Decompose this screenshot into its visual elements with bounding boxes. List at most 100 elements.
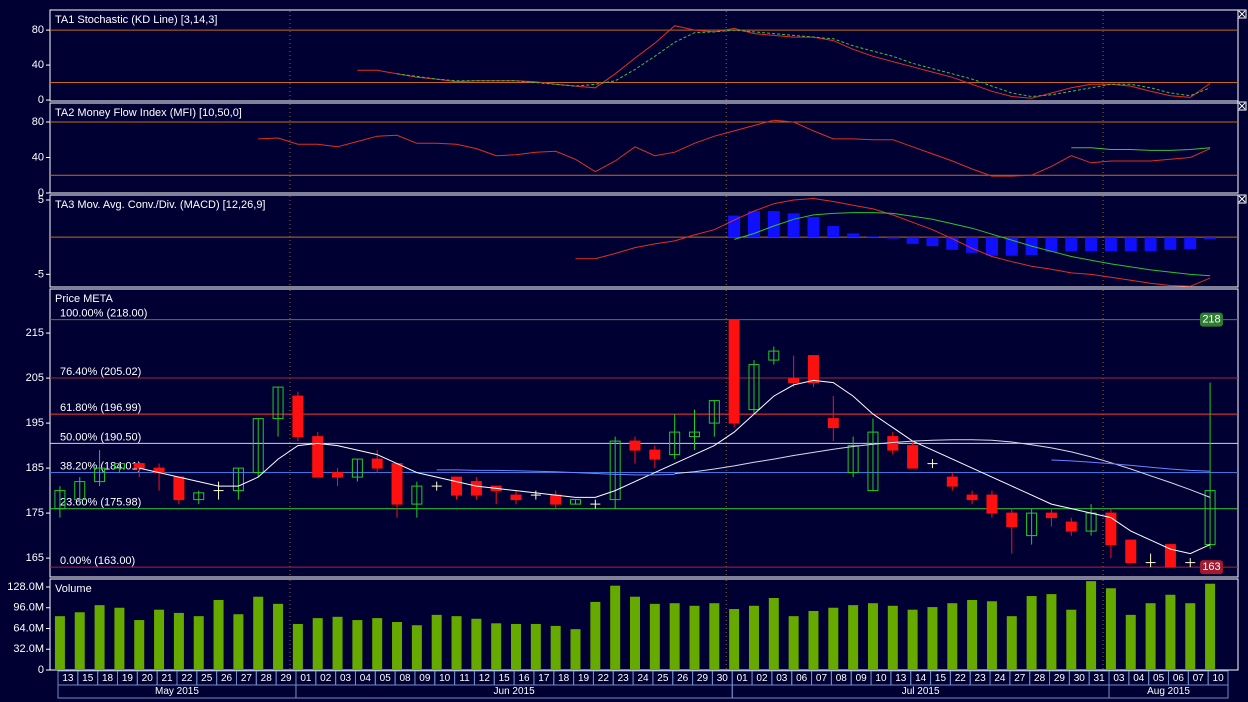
y-tick-label: 215	[26, 327, 44, 339]
x-tick-label: 30	[717, 673, 729, 684]
volume-bar	[967, 599, 978, 670]
candle-body	[1105, 512, 1117, 546]
x-tick-label: 07	[816, 673, 828, 684]
candle-body	[1164, 544, 1176, 568]
candle-body	[332, 472, 344, 478]
candle-body	[1026, 512, 1038, 537]
volume-bar	[867, 603, 878, 670]
candle-body	[133, 463, 145, 469]
x-tick-label: 25	[201, 673, 213, 684]
candle-body	[649, 449, 661, 460]
volume-bar	[74, 612, 85, 670]
histogram-bar	[1144, 237, 1157, 252]
x-tick-label: 10	[875, 673, 887, 684]
series-line	[396, 29, 1211, 98]
volume-bar	[114, 607, 125, 670]
candle-body	[351, 458, 363, 478]
volume-bar	[768, 598, 779, 670]
series-line	[674, 439, 1211, 498]
month-label: May 2015	[155, 686, 199, 697]
y-tick-label: 185	[26, 462, 44, 474]
x-tick-label: 03	[776, 673, 788, 684]
close-button[interactable]	[1237, 194, 1247, 204]
series-line	[139, 379, 1211, 555]
y-tick-label: 32.0M	[13, 643, 44, 655]
series-line	[436, 459, 1211, 476]
x-tick-label: 24	[637, 673, 649, 684]
candle-body	[74, 481, 86, 501]
x-tick-label: 12	[479, 673, 491, 684]
x-tick-label: 05	[380, 673, 392, 684]
volume-bar	[1125, 614, 1136, 670]
volume-bar	[530, 623, 541, 670]
candle-body	[788, 377, 800, 384]
volume-bar	[1066, 609, 1077, 670]
candle-body	[986, 494, 998, 514]
histogram-bar	[1204, 237, 1217, 240]
x-tick-label: 20	[142, 673, 154, 684]
volume-bar	[312, 618, 323, 670]
volume-bar	[570, 629, 581, 670]
candle-body	[966, 494, 978, 501]
x-tick-label: 19	[122, 673, 134, 684]
volume-bar	[1145, 603, 1156, 670]
month-cell	[1108, 684, 1229, 699]
candle-body	[728, 319, 740, 424]
fib-label: 23.60% (175.98)	[60, 497, 141, 509]
candle-body	[1045, 512, 1057, 519]
x-tick-label: 23	[618, 673, 630, 684]
x-tick-label: 01	[300, 673, 312, 684]
close-button[interactable]	[1237, 101, 1247, 111]
x-tick-label: 14	[915, 673, 927, 684]
x-tick-label: 21	[162, 673, 174, 684]
volume-bar	[630, 596, 640, 670]
volume-bar	[431, 614, 442, 670]
y-tick-label: 175	[26, 507, 44, 519]
candle-body	[1065, 521, 1077, 532]
candle-body	[312, 436, 324, 478]
volume-bar	[332, 616, 343, 670]
histogram-bar	[886, 237, 899, 239]
volume-bar	[451, 616, 462, 670]
volume-bar	[828, 607, 839, 670]
candle-body	[708, 400, 720, 424]
volume-bar	[511, 623, 522, 670]
volume-bar	[748, 605, 759, 670]
volume-bar	[233, 614, 244, 670]
x-tick-label: 22	[181, 673, 193, 684]
close-button[interactable]	[1237, 9, 1247, 19]
volume-bar	[253, 596, 264, 670]
volume-bar	[729, 609, 740, 670]
series-line	[575, 197, 1211, 287]
candle-body	[609, 440, 621, 501]
candle-body	[807, 355, 819, 384]
x-tick-label: 13	[895, 673, 907, 684]
x-tick-label: 24	[994, 673, 1006, 684]
y-tick-label: 0	[38, 664, 44, 676]
x-tick-label: 03	[1113, 673, 1125, 684]
candle-body	[907, 445, 919, 469]
pane-title: Volume	[55, 583, 92, 595]
y-tick-label: 80	[32, 24, 44, 36]
candle-body	[1006, 512, 1018, 528]
candle-body	[946, 476, 958, 487]
volume-bar	[491, 623, 502, 670]
histogram-bar	[966, 237, 979, 253]
volume-bar	[273, 603, 284, 670]
x-tick-label: 04	[360, 673, 372, 684]
volume-bar	[709, 603, 720, 670]
candle-body	[272, 386, 284, 420]
x-tick-label: 10	[439, 673, 451, 684]
x-tick-label: 26	[221, 673, 233, 684]
volume-bar	[1086, 581, 1097, 670]
pane-title: TA2 Money Flow Index (MFI) [10,50,0]	[55, 107, 242, 119]
fib-label: 61.80% (196.99)	[60, 402, 141, 414]
candle-body	[827, 418, 839, 429]
volume-bar	[193, 616, 204, 670]
volume-bar	[352, 620, 363, 670]
x-tick-label: 05	[1153, 673, 1165, 684]
candle-body	[867, 431, 879, 492]
histogram-bar	[866, 236, 879, 238]
